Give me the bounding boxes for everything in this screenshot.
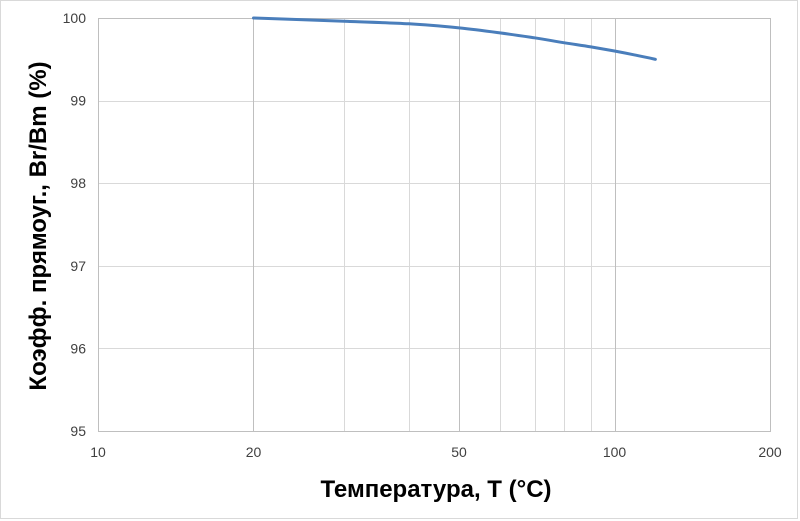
- x-tick-label: 20: [246, 444, 262, 460]
- y-tick-label: 95: [70, 423, 86, 439]
- x-tick-label: 10: [90, 444, 106, 460]
- plot-area: [98, 18, 771, 432]
- x-tick-labels: 10 20 50 100 200: [90, 444, 782, 460]
- y-tick-label: 100: [63, 10, 87, 26]
- x-axis-title: Температура, T (°C): [320, 476, 551, 503]
- grid-lines: [98, 18, 771, 432]
- series-layer: [252, 16, 657, 61]
- series-line: [252, 16, 657, 61]
- y-axis-title: Коэфф. прямоуг., Br/Bm (%): [25, 61, 52, 390]
- y-tick-label: 99: [70, 93, 86, 109]
- y-tick-labels: 95 96 97 98 99 100: [63, 10, 87, 439]
- y-tick-label: 97: [70, 258, 86, 274]
- x-tick-label: 50: [451, 444, 467, 460]
- y-tick-label: 96: [70, 340, 86, 356]
- y-tick-label: 98: [70, 175, 86, 191]
- x-tick-label: 100: [603, 444, 627, 460]
- x-tick-label: 200: [758, 444, 782, 460]
